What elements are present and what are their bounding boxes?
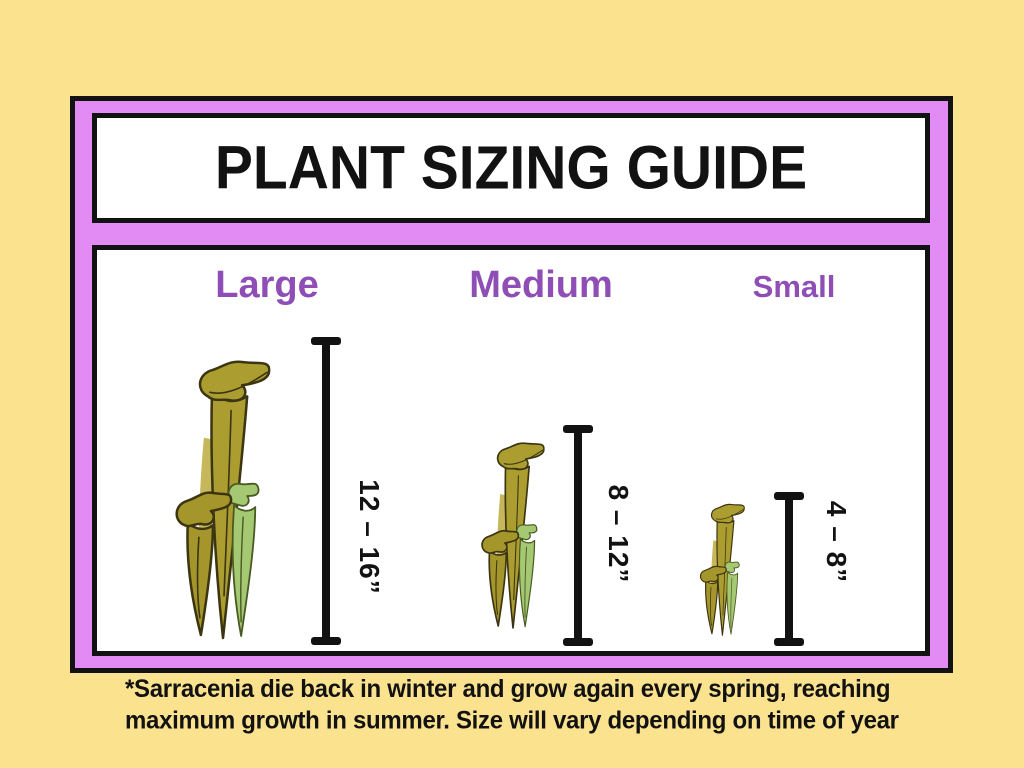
bar-top-cap bbox=[563, 425, 593, 433]
size-label-medium: Medium bbox=[469, 264, 613, 306]
pitcher-plant-illustration-medium bbox=[477, 430, 545, 632]
footnote-text: *Sarracenia die back in winter and grow … bbox=[125, 675, 899, 735]
sizing-chart-area: Large Medium Small 12 – 16” 8 – 12” bbox=[92, 245, 930, 656]
measurement-bar-large bbox=[311, 337, 341, 645]
bar-top-cap bbox=[774, 492, 804, 500]
bar-line bbox=[322, 345, 330, 637]
bar-line bbox=[574, 433, 582, 638]
bar-line bbox=[785, 500, 793, 638]
measurement-bar-medium bbox=[563, 425, 593, 646]
size-range-large: 12 – 16” bbox=[354, 479, 385, 595]
title-box: PLANT SIZING GUIDE bbox=[92, 113, 930, 223]
bar-bottom-cap bbox=[311, 637, 341, 645]
bar-bottom-cap bbox=[774, 638, 804, 646]
bar-bottom-cap bbox=[563, 638, 593, 646]
page-title: PLANT SIZING GUIDE bbox=[214, 133, 808, 203]
bar-top-cap bbox=[311, 337, 341, 345]
pitcher-plant-illustration-small bbox=[697, 495, 745, 638]
size-range-medium: 8 – 12” bbox=[603, 484, 634, 584]
measurement-bar-small bbox=[774, 492, 804, 646]
size-range-small: 4 – 8” bbox=[821, 500, 852, 584]
size-label-large: Large bbox=[215, 264, 319, 306]
size-label-small: Small bbox=[752, 269, 836, 304]
pitcher-plant-illustration-large bbox=[169, 342, 271, 644]
